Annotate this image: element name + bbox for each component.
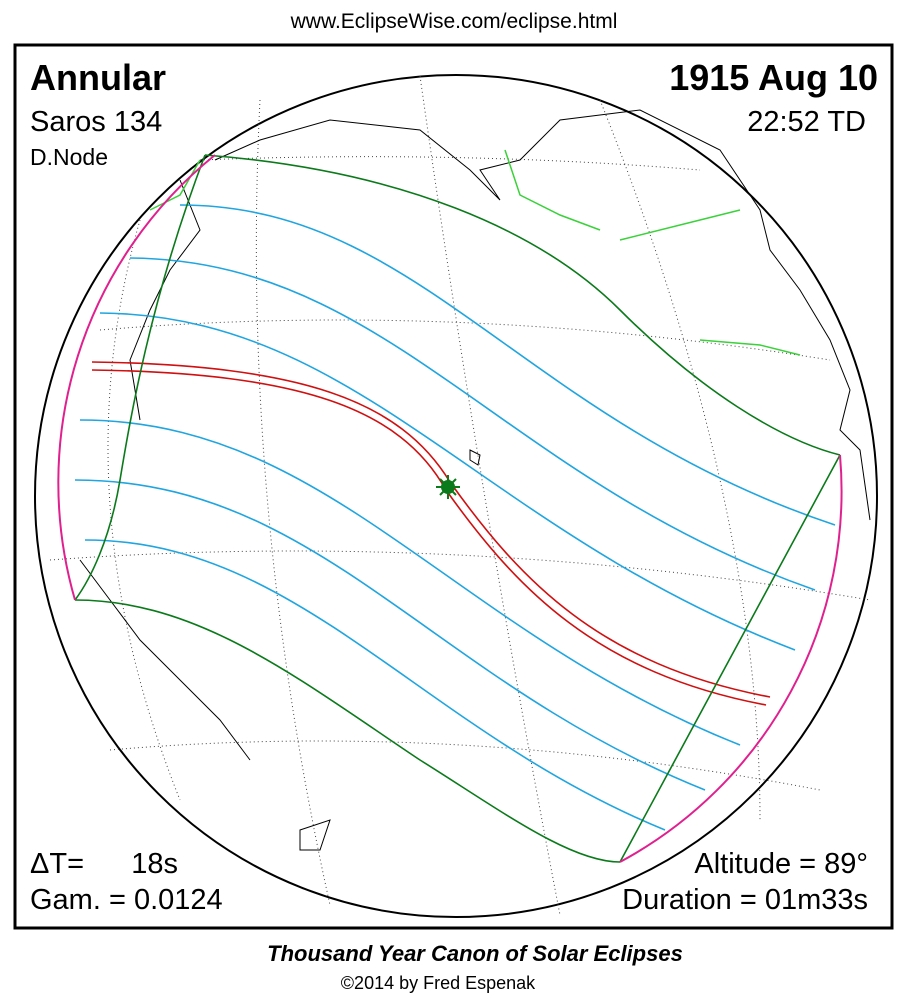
footer-title: Thousand Year Canon of Solar Eclipses: [267, 941, 683, 966]
globe: [34, 74, 878, 918]
altitude: Altitude = 89°: [694, 848, 868, 880]
saros: Saros 134: [30, 106, 162, 138]
delta-t-value: 18s: [131, 848, 178, 880]
frame: [13, 43, 894, 930]
eclipse-time: 22:52 TD: [747, 106, 866, 138]
political-borders: [149, 149, 801, 356]
site-url: www.EclipseWise.com/eclipse.html: [290, 10, 618, 33]
node: D.Node: [30, 144, 108, 170]
footer-credit: ©2014 by Fred Espenak: [341, 973, 536, 993]
eclipse-date: 1915 Aug 10: [669, 57, 878, 98]
eclipse-type: Annular: [30, 57, 166, 98]
globe-outline: [34, 74, 878, 918]
graticule: [49, 75, 871, 916]
coastlines: [79, 109, 871, 851]
greatest-eclipse-marker: [436, 475, 460, 499]
duration: Duration = 01m33s: [622, 884, 868, 916]
delta-t-label: ΔT=: [30, 848, 84, 880]
gamma: Gam. = 0.0124: [30, 884, 223, 916]
